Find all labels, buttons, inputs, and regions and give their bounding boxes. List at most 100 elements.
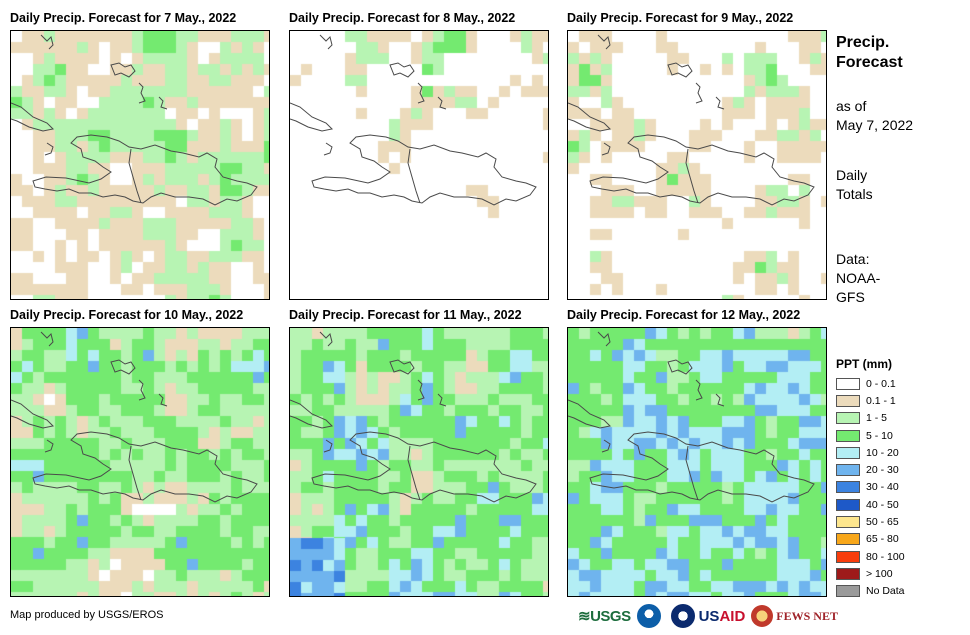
legend-swatch [836, 464, 860, 477]
precip-grid [568, 31, 826, 299]
legend-label: 0 - 0.1 [866, 377, 896, 390]
legend-item: 80 - 100 [836, 548, 905, 565]
forecast-map-10-may [10, 327, 270, 597]
legend-label: 80 - 100 [866, 550, 905, 563]
map-credit: Map produced by USGS/EROS [10, 609, 164, 621]
coastline-path [568, 399, 612, 429]
forecast-map-9-may [567, 30, 827, 300]
legend-item: No Data [836, 583, 905, 600]
data-source-line1: Data: [836, 251, 870, 267]
legend-swatch [836, 550, 860, 563]
panel-title-6: Daily Precip. Forecast for 12 May., 2022 [567, 308, 801, 322]
coastline-path [667, 62, 693, 78]
data-source: Data: NOAA- GFS [836, 250, 880, 307]
forecast-map-8-may [289, 30, 549, 300]
legend-item: 40 - 50 [836, 496, 905, 513]
coastline-path [110, 359, 136, 375]
coastline-path [437, 393, 447, 407]
legend-swatch [836, 481, 860, 494]
panel-title-1: Daily Precip. Forecast for 7 May., 2022 [10, 11, 237, 25]
side-heading-line1: Precip. [836, 34, 890, 51]
coastline-outline [11, 331, 258, 503]
coastline-path [319, 34, 333, 50]
coastline-path [685, 148, 699, 204]
coastline-path [44, 439, 54, 453]
legend-label: 1 - 5 [866, 412, 888, 425]
coastline-path [437, 96, 447, 110]
coastline-path [158, 393, 168, 407]
legend-item: 1 - 5 [836, 410, 905, 427]
legend-swatch [836, 429, 860, 442]
data-source-line2: NOAA- [836, 270, 881, 286]
panel-title-2: Daily Precip. Forecast for 8 May., 2022 [289, 11, 516, 25]
legend-swatch [836, 446, 860, 459]
coastline-path [597, 331, 611, 347]
precip-grid [290, 328, 548, 596]
coastline-outline [568, 331, 815, 503]
coastline-path [40, 34, 54, 50]
coastline-path [389, 62, 415, 78]
coastline-outline [568, 34, 815, 206]
coastline-outline [290, 34, 537, 206]
precip-grid [568, 328, 826, 596]
legend-swatch [836, 516, 860, 529]
coastline-path [695, 82, 703, 104]
legend-swatch [836, 412, 860, 425]
legend-swatch [836, 533, 860, 546]
forecast-map-11-may [289, 327, 549, 597]
legend-label: 40 - 50 [866, 498, 899, 511]
coastline-path [601, 439, 611, 453]
legend-swatch [836, 377, 860, 390]
coastline-path [32, 431, 258, 503]
data-source-line3: GFS [836, 289, 865, 305]
coastline-path [601, 142, 611, 156]
coastline-path [715, 96, 725, 110]
legend-label: 10 - 20 [866, 446, 899, 459]
legend-label: 0.1 - 1 [866, 394, 896, 407]
usgs-logo: ≋USGS [578, 608, 631, 625]
noaa-logo-icon [636, 604, 661, 628]
coastline-path [589, 134, 815, 206]
usaid-seal-icon [670, 604, 695, 628]
legend-item: 65 - 80 [836, 531, 905, 548]
legend-title: PPT (mm) [836, 357, 893, 371]
as-of-value: May 7, 2022 [836, 117, 914, 133]
agency-logos: ≋USGS USAID FEWS NET [578, 603, 838, 629]
coastline-path [667, 359, 693, 375]
legend-item: 20 - 30 [836, 461, 905, 478]
legend-swatch [836, 394, 860, 407]
legend-item: > 100 [836, 565, 905, 582]
legend-item: 30 - 40 [836, 479, 905, 496]
side-heading-line2: Forecast [836, 54, 903, 71]
coastline-path [568, 102, 612, 132]
coastline-path [11, 399, 55, 429]
coastline-path [407, 445, 421, 501]
daily-totals-line2: Totals [836, 186, 873, 202]
legend-item: 50 - 65 [836, 513, 905, 530]
legend-label: No Data [866, 585, 905, 598]
forecast-map-7-may [10, 30, 270, 300]
coastline-path [40, 331, 54, 347]
coastline-path [319, 331, 333, 347]
panel-title-4: Daily Precip. Forecast for 10 May., 2022 [10, 308, 244, 322]
precip-grid [11, 328, 269, 596]
legend-item: 0 - 0.1 [836, 375, 905, 392]
legend-label: 30 - 40 [866, 481, 899, 494]
coastline-path [128, 148, 142, 204]
coastline-path [407, 148, 421, 204]
panel-title-3: Daily Precip. Forecast for 9 May., 2022 [567, 11, 794, 25]
coastline-path [290, 399, 334, 429]
precip-grid [11, 31, 269, 299]
legend-item: 10 - 20 [836, 444, 905, 461]
coastline-path [685, 445, 699, 501]
legend-label: 50 - 65 [866, 516, 899, 529]
coastline-outline [11, 34, 258, 206]
coastline-path [589, 431, 815, 503]
coastline-path [138, 82, 146, 104]
coastline-path [32, 134, 258, 206]
fews-net-logo: FEWS NET [776, 608, 838, 623]
side-heading: Precip. Forecast [836, 33, 903, 73]
legend-swatch [836, 498, 860, 511]
forecast-map-12-may [567, 327, 827, 597]
coastline-path [389, 359, 415, 375]
